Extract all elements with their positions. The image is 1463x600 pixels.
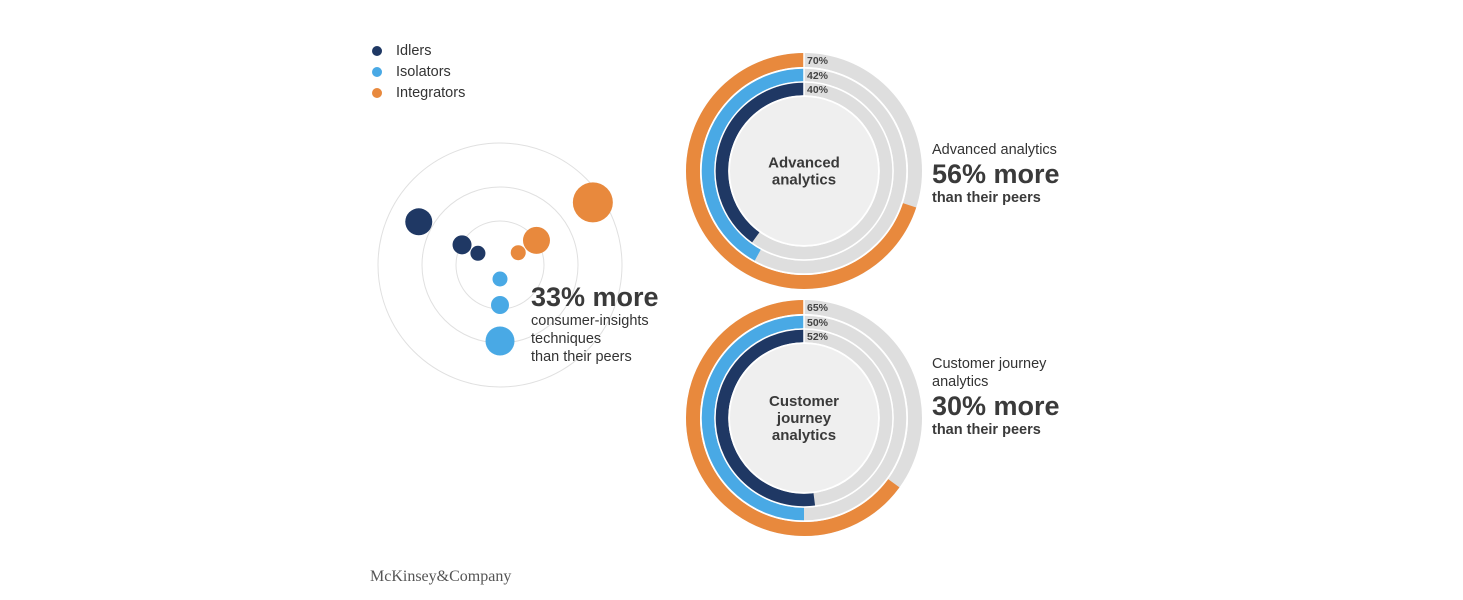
customer-journey-bar-isolators — [701, 315, 805, 521]
legend-label-isolators: Isolators — [396, 63, 451, 80]
mckinsey-logo: McKinsey&Company — [370, 568, 512, 585]
bubble-isolators-large — [485, 326, 515, 356]
legend: Idlers Isolators Integrators — [372, 40, 465, 103]
customer-journey-gap-3 — [728, 342, 880, 494]
legend-item-isolators: Isolators — [372, 61, 465, 82]
advanced-analytics-center-label-1: Advanced — [768, 155, 840, 172]
customer-journey-center — [730, 344, 878, 492]
advanced-analytics-label-integrators: 70% — [807, 55, 829, 67]
advanced-analytics-label-idlers: 40% — [807, 84, 829, 96]
radial-annotation: 33% more consumer-insights techniques th… — [531, 282, 659, 366]
advanced-analytics-bar-idlers — [715, 82, 805, 243]
advanced-analytics-label-isolators: 42% — [807, 70, 829, 82]
bubble-idlers-small — [470, 245, 486, 261]
customer-journey-center-label-3: analytics — [772, 427, 836, 444]
advanced-analytics-sub: than their peers — [932, 190, 1041, 206]
bubble-isolators-medium — [491, 296, 509, 314]
advanced-analytics-headline: 56% more — [932, 159, 1060, 189]
advanced-analytics-gap-3 — [728, 95, 880, 247]
bubble-isolators-small — [492, 271, 508, 287]
advanced-analytics-center — [730, 97, 878, 245]
radial-line-3: than their peers — [531, 349, 632, 365]
customer-journey-center-label-2: journey — [776, 410, 832, 427]
customer-journey-center-label-1: Customer — [769, 393, 839, 410]
radial-line-2: techniques — [531, 331, 602, 347]
radial-headline: 33% more — [531, 282, 659, 312]
customer-journey-sub: than their peers — [932, 422, 1041, 438]
customer-journey-headline: 30% more — [932, 391, 1060, 421]
advanced-analytics-bar-isolators — [701, 68, 805, 261]
bubble-integrators-large — [572, 182, 613, 223]
customer-journey-label-isolators: 50% — [807, 317, 829, 329]
customer-journey-bar-idlers — [715, 329, 816, 507]
customer-journey-bar-integrators — [686, 300, 900, 536]
bubble-guide-ring-1 — [377, 142, 623, 388]
legend-item-idlers: Idlers — [372, 40, 465, 61]
legend-item-integrators: Integrators — [372, 82, 465, 103]
radial-line-1: consumer-insights — [531, 313, 649, 329]
legend-swatch-idlers — [372, 45, 382, 56]
legend-label-integrators: Integrators — [396, 84, 466, 101]
bubble-idlers-medium — [452, 235, 472, 255]
legend-label-idlers: Idlers — [396, 42, 432, 59]
customer-journey-annotation: Customer journey analytics 30% more than… — [932, 355, 1060, 439]
legend-swatch-isolators — [372, 66, 382, 77]
customer-journey-label-integrators: 65% — [807, 302, 829, 314]
customer-journey-label-idlers: 52% — [807, 331, 829, 343]
advanced-analytics-bar-integrators — [686, 53, 917, 289]
customer-journey-title-1: Customer journey — [932, 356, 1047, 372]
bubble-idlers-large — [405, 208, 433, 236]
advanced-analytics-annotation: Advanced analytics 56% more than their p… — [932, 141, 1060, 207]
advanced-analytics-center-label-2: analytics — [772, 172, 836, 189]
bubble-integrators-small — [510, 245, 526, 261]
advanced-analytics-title: Advanced analytics — [932, 142, 1057, 158]
customer-journey-title-2: analytics — [932, 374, 989, 390]
bubble-integrators-medium — [522, 226, 550, 254]
legend-swatch-integrators — [372, 87, 382, 98]
